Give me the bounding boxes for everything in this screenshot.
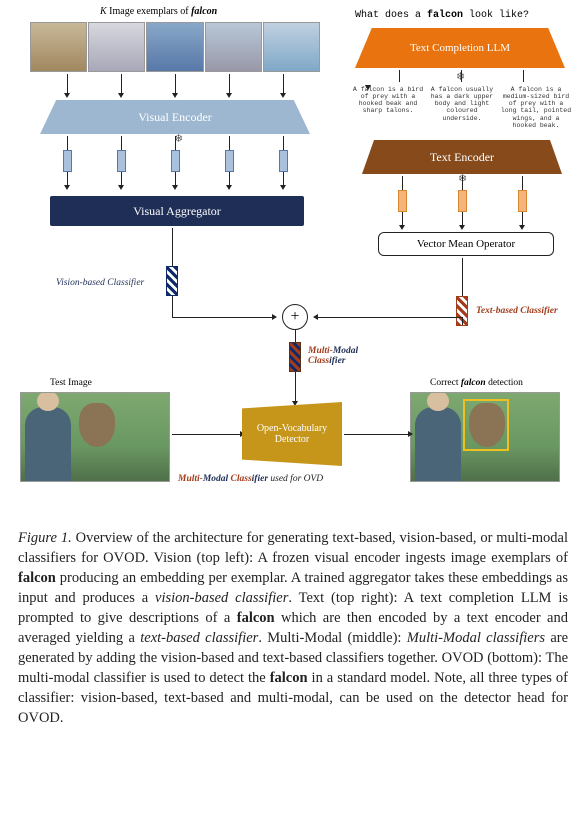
visual-encoder-block: Visual Encoder bbox=[40, 100, 310, 134]
exemplar-images bbox=[30, 22, 320, 72]
exemplar-image bbox=[205, 22, 262, 72]
result-image bbox=[410, 392, 560, 482]
test-image-label: Test Image bbox=[50, 378, 92, 388]
correct-detection-label: Correct falcon detection bbox=[430, 378, 523, 388]
plus-operator: + bbox=[282, 304, 308, 330]
vector-mean-operator: Vector Mean Operator bbox=[378, 232, 554, 256]
exemplar-image bbox=[146, 22, 203, 72]
multimodal-classifier-label: Multi-Modal Classifier bbox=[308, 346, 358, 366]
exemplar-image bbox=[263, 22, 320, 72]
arrow-set bbox=[40, 74, 310, 100]
connector bbox=[172, 434, 240, 435]
exemplar-image bbox=[30, 22, 87, 72]
text-classifier-label: Text-based Classifier bbox=[476, 306, 558, 316]
embedding-arrows bbox=[40, 136, 310, 194]
embedding-arrows bbox=[372, 176, 552, 230]
llm-output: A falcon is a bird of prey with a hooked… bbox=[352, 86, 424, 129]
connector bbox=[344, 434, 408, 435]
connector bbox=[462, 258, 463, 296]
arrow-set bbox=[368, 70, 554, 86]
figure-caption: Figure 1. Overview of the architecture f… bbox=[18, 528, 568, 728]
multimodal-classifier-icon bbox=[289, 342, 301, 372]
ovd-subcaption: Multi-Modal Classifier used for OVD bbox=[178, 474, 323, 484]
llm-output-texts: A falcon is a bird of prey with a hooked… bbox=[352, 86, 572, 129]
llm-output: A falcon usually has a dark upper body a… bbox=[426, 86, 498, 129]
llm-output: A falcon is a medium-sized bird of prey … bbox=[500, 86, 572, 129]
architecture-diagram: K Image exemplars of falcon What does a … bbox=[0, 0, 585, 520]
connector bbox=[172, 296, 173, 318]
connector bbox=[172, 228, 173, 266]
detection-bbox bbox=[463, 399, 509, 451]
connector bbox=[295, 372, 296, 402]
connector bbox=[462, 317, 463, 325]
connector bbox=[318, 317, 462, 318]
connector bbox=[172, 317, 272, 318]
exemplar-image bbox=[88, 22, 145, 72]
llm-prompt-label: What does a falcon look like? bbox=[355, 10, 529, 21]
test-image bbox=[20, 392, 170, 482]
llm-block: Text Completion LLM bbox=[355, 28, 565, 68]
connector bbox=[295, 330, 296, 342]
visual-aggregator-block: Visual Aggregator bbox=[50, 196, 304, 226]
vision-classifier-label: Vision-based Classifier bbox=[56, 278, 144, 288]
text-encoder-block: Text Encoder bbox=[362, 140, 562, 174]
exemplars-label: K Image exemplars of falcon bbox=[100, 6, 217, 17]
detector-block: Open-Vocabulary Detector bbox=[242, 402, 342, 466]
vision-classifier-icon bbox=[166, 266, 178, 296]
